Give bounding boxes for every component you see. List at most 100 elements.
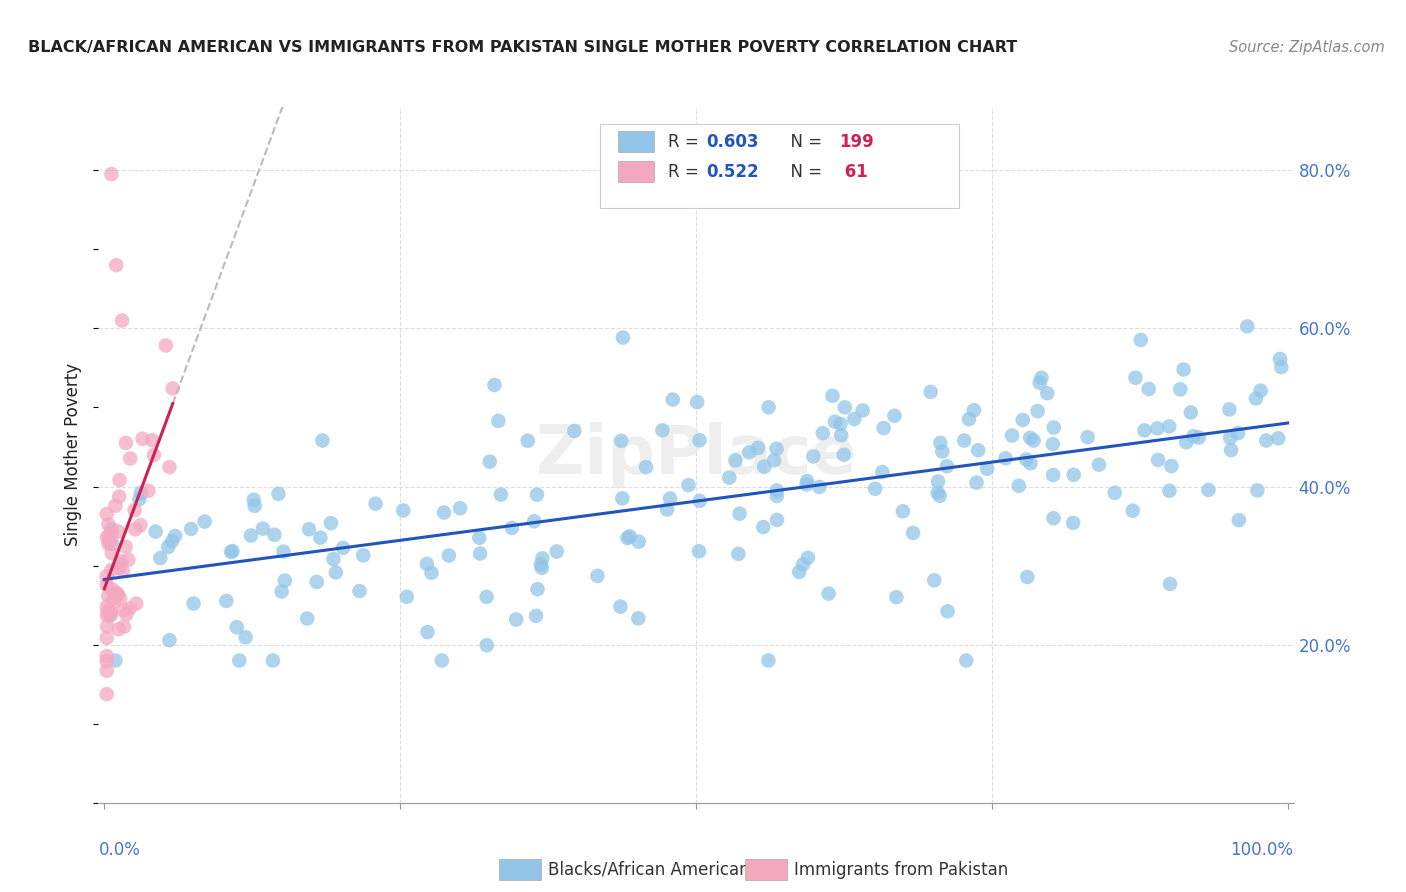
Point	[1017, 570, 1039, 584]
Point	[105, 258, 128, 272]
Point	[131, 432, 153, 446]
Point	[475, 590, 498, 604]
Point	[1042, 437, 1064, 451]
Point	[420, 566, 443, 580]
Point	[430, 653, 453, 667]
Point	[194, 515, 217, 529]
Point	[738, 445, 761, 459]
Point	[1001, 428, 1024, 442]
Point	[766, 513, 789, 527]
FancyBboxPatch shape	[600, 124, 959, 208]
Point	[157, 540, 180, 554]
Point	[832, 448, 855, 462]
Point	[883, 409, 905, 423]
Point	[976, 462, 998, 476]
Point	[349, 584, 371, 599]
Point	[96, 649, 118, 664]
Point	[1198, 483, 1220, 497]
Point	[1147, 453, 1170, 467]
Point	[689, 494, 711, 508]
Point	[219, 545, 242, 559]
Point	[718, 470, 741, 484]
Point	[852, 403, 875, 417]
Point	[100, 522, 122, 536]
Point	[110, 557, 132, 571]
Point	[105, 587, 128, 601]
Point	[994, 451, 1017, 466]
Point	[96, 578, 118, 592]
Point	[501, 521, 523, 535]
Point	[1182, 429, 1205, 443]
Point	[107, 588, 129, 602]
Point	[98, 608, 121, 623]
Point	[298, 522, 321, 536]
Point	[145, 524, 167, 539]
Point	[1019, 431, 1042, 445]
Point	[108, 473, 131, 487]
Point	[609, 599, 631, 614]
Point	[758, 653, 780, 667]
Point	[107, 524, 129, 539]
Point	[96, 530, 118, 544]
Point	[1219, 431, 1241, 445]
Text: Immigrants from Pakistan: Immigrants from Pakistan	[794, 861, 1008, 879]
Text: 0.522: 0.522	[707, 162, 759, 181]
Point	[872, 421, 894, 435]
Point	[165, 529, 187, 543]
Text: R =: R =	[668, 133, 704, 151]
Point	[530, 558, 553, 572]
Point	[922, 574, 945, 588]
Point	[1175, 435, 1198, 450]
Point	[96, 664, 118, 678]
Point	[97, 589, 120, 603]
Text: Source: ZipAtlas.com: Source: ZipAtlas.com	[1229, 40, 1385, 55]
Point	[97, 529, 120, 543]
Point	[252, 522, 274, 536]
Point	[801, 450, 824, 464]
Point	[96, 619, 118, 633]
Point	[724, 453, 747, 467]
Point	[136, 483, 159, 498]
Point	[526, 582, 548, 597]
Point	[107, 622, 129, 636]
Point	[1188, 430, 1211, 444]
Y-axis label: Single Mother Poverty: Single Mother Poverty	[65, 363, 83, 547]
Point	[243, 499, 266, 513]
Point	[817, 587, 839, 601]
Point	[787, 565, 810, 579]
Point	[1160, 458, 1182, 473]
Point	[1122, 504, 1144, 518]
Point	[416, 625, 439, 640]
Point	[97, 536, 120, 550]
Point	[297, 611, 319, 625]
Point	[1077, 430, 1099, 444]
Point	[562, 424, 585, 438]
Point	[1015, 452, 1038, 467]
Point	[118, 601, 141, 615]
Point	[1031, 370, 1053, 384]
Point	[516, 434, 538, 448]
Point	[332, 541, 354, 555]
Point	[100, 546, 122, 560]
Point	[486, 414, 509, 428]
Point	[824, 415, 846, 429]
Text: BLACK/AFRICAN AMERICAN VS IMMIGRANTS FROM PAKISTAN SINGLE MOTHER POVERTY CORRELA: BLACK/AFRICAN AMERICAN VS IMMIGRANTS FRO…	[28, 40, 1018, 55]
Point	[1159, 577, 1181, 591]
Point	[120, 451, 142, 466]
Point	[610, 434, 633, 448]
Point	[659, 491, 682, 506]
Point	[1168, 383, 1191, 397]
Point	[96, 687, 118, 701]
Point	[936, 604, 959, 618]
Point	[104, 653, 127, 667]
Point	[112, 619, 135, 633]
Point	[100, 605, 122, 619]
Point	[468, 547, 491, 561]
Point	[1042, 511, 1064, 525]
Point	[765, 442, 787, 456]
Point	[115, 607, 138, 622]
Point	[104, 499, 127, 513]
Point	[754, 459, 776, 474]
Point	[309, 531, 332, 545]
Point	[872, 465, 894, 479]
